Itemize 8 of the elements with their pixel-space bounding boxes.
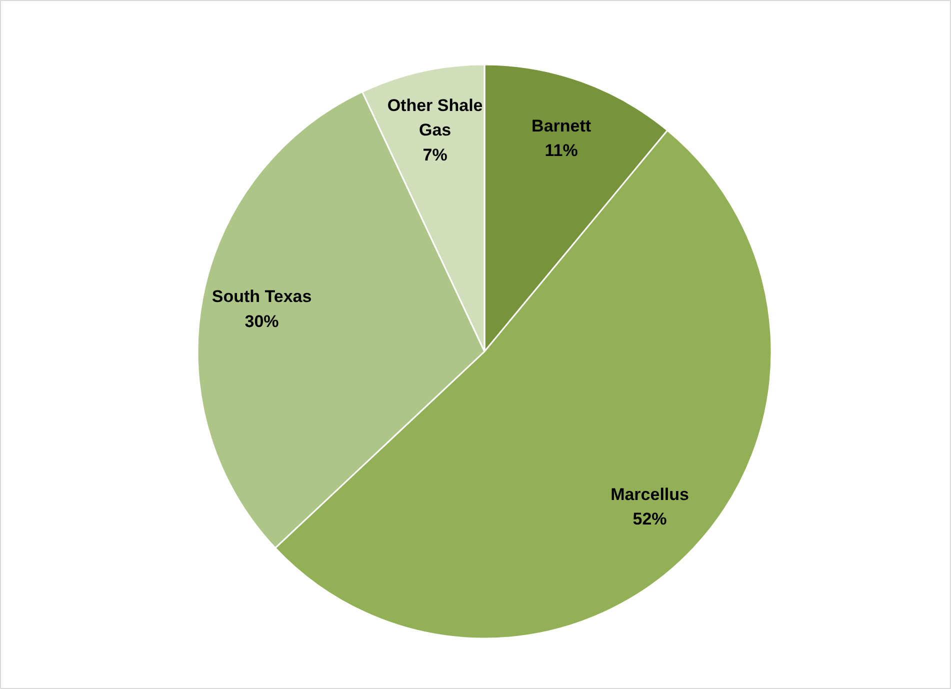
slice-label: Marcellus xyxy=(610,484,690,504)
data-label: 52% xyxy=(632,510,667,529)
data-label: 11% xyxy=(544,141,578,160)
data-label: 7% xyxy=(422,145,448,164)
data-label: 30% xyxy=(244,312,279,331)
slice-label: Barnett xyxy=(532,116,592,136)
slice-label: South Texas xyxy=(212,287,312,306)
slice-label: Other Shale Gas xyxy=(387,96,483,140)
